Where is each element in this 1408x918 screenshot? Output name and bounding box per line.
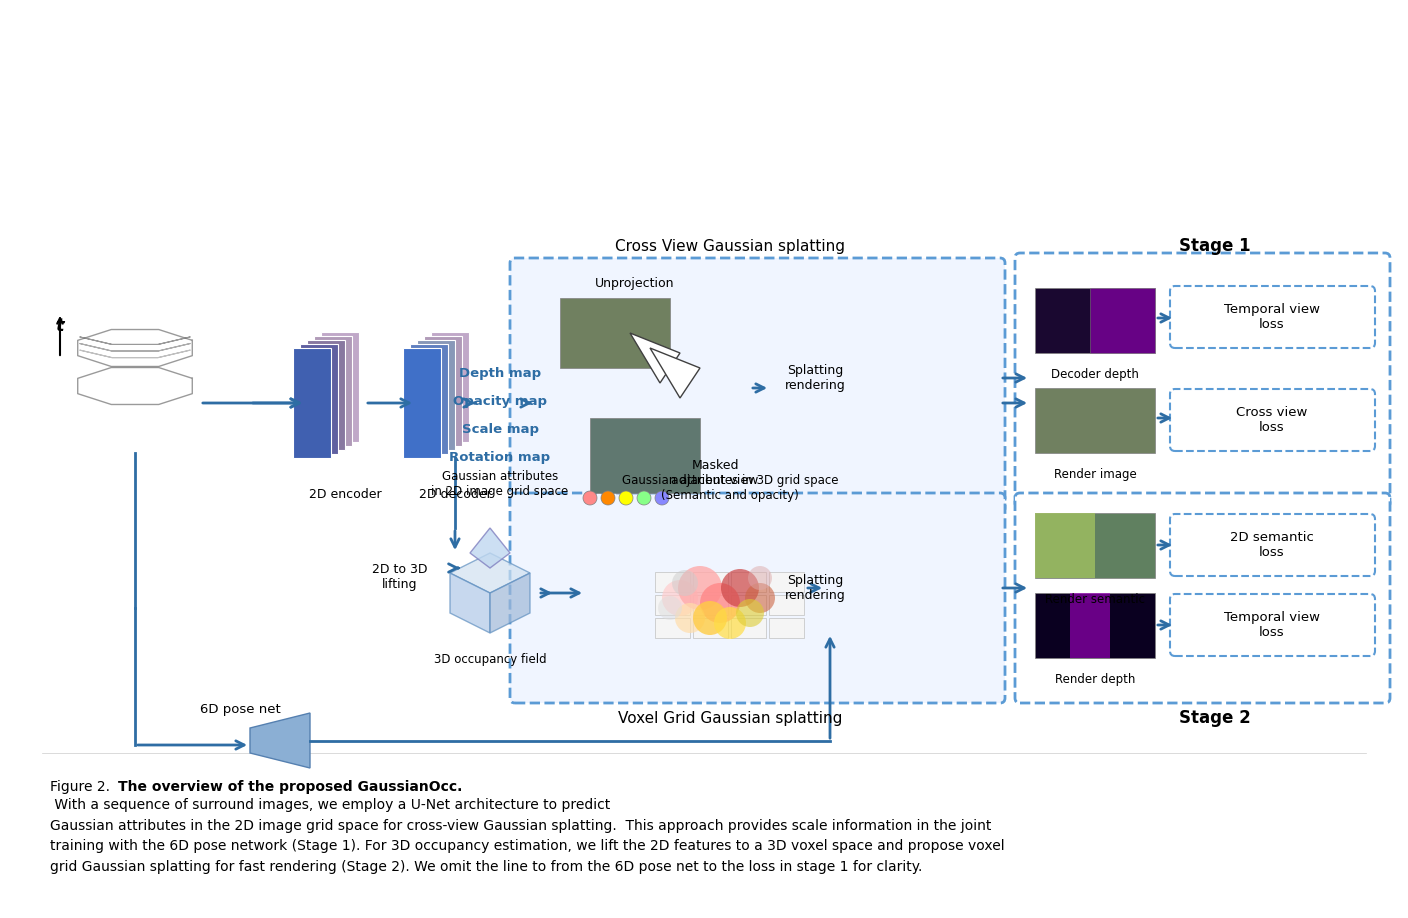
Text: 2D encoder: 2D encoder [308, 488, 382, 501]
Text: Render image: Render image [1053, 468, 1136, 481]
Circle shape [736, 599, 765, 627]
FancyBboxPatch shape [510, 258, 1005, 513]
Circle shape [679, 566, 722, 610]
Circle shape [721, 569, 759, 607]
FancyBboxPatch shape [731, 595, 766, 615]
Text: Unprojection: Unprojection [596, 276, 674, 289]
Text: Gaussian attributes in 3D grid space
(Semantic and opacity): Gaussian attributes in 3D grid space (Se… [622, 474, 838, 502]
FancyBboxPatch shape [314, 336, 352, 446]
Text: Stage 1: Stage 1 [1178, 237, 1250, 255]
Text: Opacity map: Opacity map [453, 395, 546, 408]
FancyBboxPatch shape [1170, 594, 1376, 656]
Text: Masked
adjacent view: Masked adjacent view [672, 459, 759, 487]
Text: Cross view
loss: Cross view loss [1236, 406, 1308, 434]
Text: Gaussian attributes
in 2D image grid space: Gaussian attributes in 2D image grid spa… [431, 470, 569, 498]
Text: 6D pose net: 6D pose net [200, 703, 280, 716]
Text: The overview of the proposed GaussianOcc.: The overview of the proposed GaussianOcc… [118, 780, 462, 794]
Text: Render semantic: Render semantic [1045, 593, 1145, 606]
Text: Scale map: Scale map [462, 422, 538, 435]
Polygon shape [80, 343, 190, 351]
FancyBboxPatch shape [1035, 513, 1095, 578]
Circle shape [636, 491, 650, 505]
FancyBboxPatch shape [769, 618, 804, 638]
Polygon shape [80, 337, 190, 344]
Text: Splatting
rendering: Splatting rendering [784, 364, 845, 392]
Polygon shape [80, 350, 190, 358]
FancyBboxPatch shape [693, 572, 728, 592]
Circle shape [714, 607, 746, 639]
Circle shape [748, 566, 772, 590]
FancyBboxPatch shape [510, 493, 1005, 703]
FancyBboxPatch shape [1035, 288, 1155, 353]
FancyBboxPatch shape [731, 618, 766, 638]
Polygon shape [650, 348, 700, 398]
Text: Rotation map: Rotation map [449, 451, 551, 464]
Circle shape [700, 583, 741, 623]
Circle shape [583, 491, 597, 505]
FancyBboxPatch shape [1170, 389, 1376, 451]
Text: With a sequence of surround images, we employ a U-Net architecture to predict
Ga: With a sequence of surround images, we e… [51, 798, 1005, 874]
FancyBboxPatch shape [1035, 513, 1155, 578]
FancyBboxPatch shape [655, 572, 690, 592]
Circle shape [658, 596, 681, 620]
Text: Cross View Gaussian splatting: Cross View Gaussian splatting [615, 239, 845, 253]
Circle shape [620, 491, 634, 505]
Text: Temporal view
loss: Temporal view loss [1224, 303, 1321, 331]
FancyBboxPatch shape [769, 595, 804, 615]
FancyBboxPatch shape [560, 298, 670, 368]
Text: 2D semantic
loss: 2D semantic loss [1231, 531, 1314, 559]
Circle shape [662, 580, 698, 616]
Polygon shape [490, 573, 529, 633]
Text: Figure 2.: Figure 2. [51, 780, 114, 794]
Text: 2D to 3D
lifting: 2D to 3D lifting [372, 563, 428, 591]
Circle shape [693, 601, 727, 635]
Text: Splatting
rendering: Splatting rendering [784, 574, 845, 602]
FancyBboxPatch shape [731, 572, 766, 592]
FancyBboxPatch shape [403, 348, 441, 458]
Text: Voxel Grid Gaussian splatting: Voxel Grid Gaussian splatting [618, 711, 842, 725]
FancyBboxPatch shape [300, 344, 338, 454]
FancyBboxPatch shape [1035, 593, 1155, 658]
Text: Temporal view
loss: Temporal view loss [1224, 611, 1321, 639]
Circle shape [674, 603, 705, 633]
Polygon shape [451, 553, 529, 593]
Text: 3D occupancy field: 3D occupancy field [434, 653, 546, 666]
Polygon shape [629, 333, 680, 383]
FancyBboxPatch shape [410, 344, 448, 454]
Text: Depth map: Depth map [459, 366, 541, 379]
FancyBboxPatch shape [293, 348, 331, 458]
FancyBboxPatch shape [424, 336, 462, 446]
FancyBboxPatch shape [1015, 493, 1390, 703]
Text: Decoder depth: Decoder depth [1050, 368, 1139, 381]
Circle shape [655, 491, 669, 505]
FancyBboxPatch shape [655, 595, 690, 615]
FancyBboxPatch shape [1070, 593, 1110, 658]
Polygon shape [470, 528, 510, 568]
Circle shape [745, 583, 774, 613]
FancyBboxPatch shape [1015, 253, 1390, 508]
Text: Stage 2: Stage 2 [1178, 709, 1250, 727]
FancyBboxPatch shape [307, 340, 345, 450]
FancyBboxPatch shape [1090, 288, 1155, 353]
FancyBboxPatch shape [1170, 514, 1376, 576]
Text: t: t [56, 317, 65, 335]
FancyBboxPatch shape [321, 332, 359, 442]
Text: 2D decoder: 2D decoder [418, 488, 491, 501]
Polygon shape [451, 573, 490, 633]
Text: Render depth: Render depth [1055, 673, 1135, 686]
FancyBboxPatch shape [590, 418, 700, 493]
Circle shape [601, 491, 615, 505]
Circle shape [672, 570, 698, 596]
FancyBboxPatch shape [693, 595, 728, 615]
Polygon shape [251, 713, 310, 768]
FancyBboxPatch shape [431, 332, 469, 442]
FancyBboxPatch shape [1035, 388, 1155, 453]
FancyBboxPatch shape [769, 572, 804, 592]
FancyBboxPatch shape [1170, 286, 1376, 348]
FancyBboxPatch shape [693, 618, 728, 638]
FancyBboxPatch shape [417, 340, 455, 450]
FancyBboxPatch shape [655, 618, 690, 638]
